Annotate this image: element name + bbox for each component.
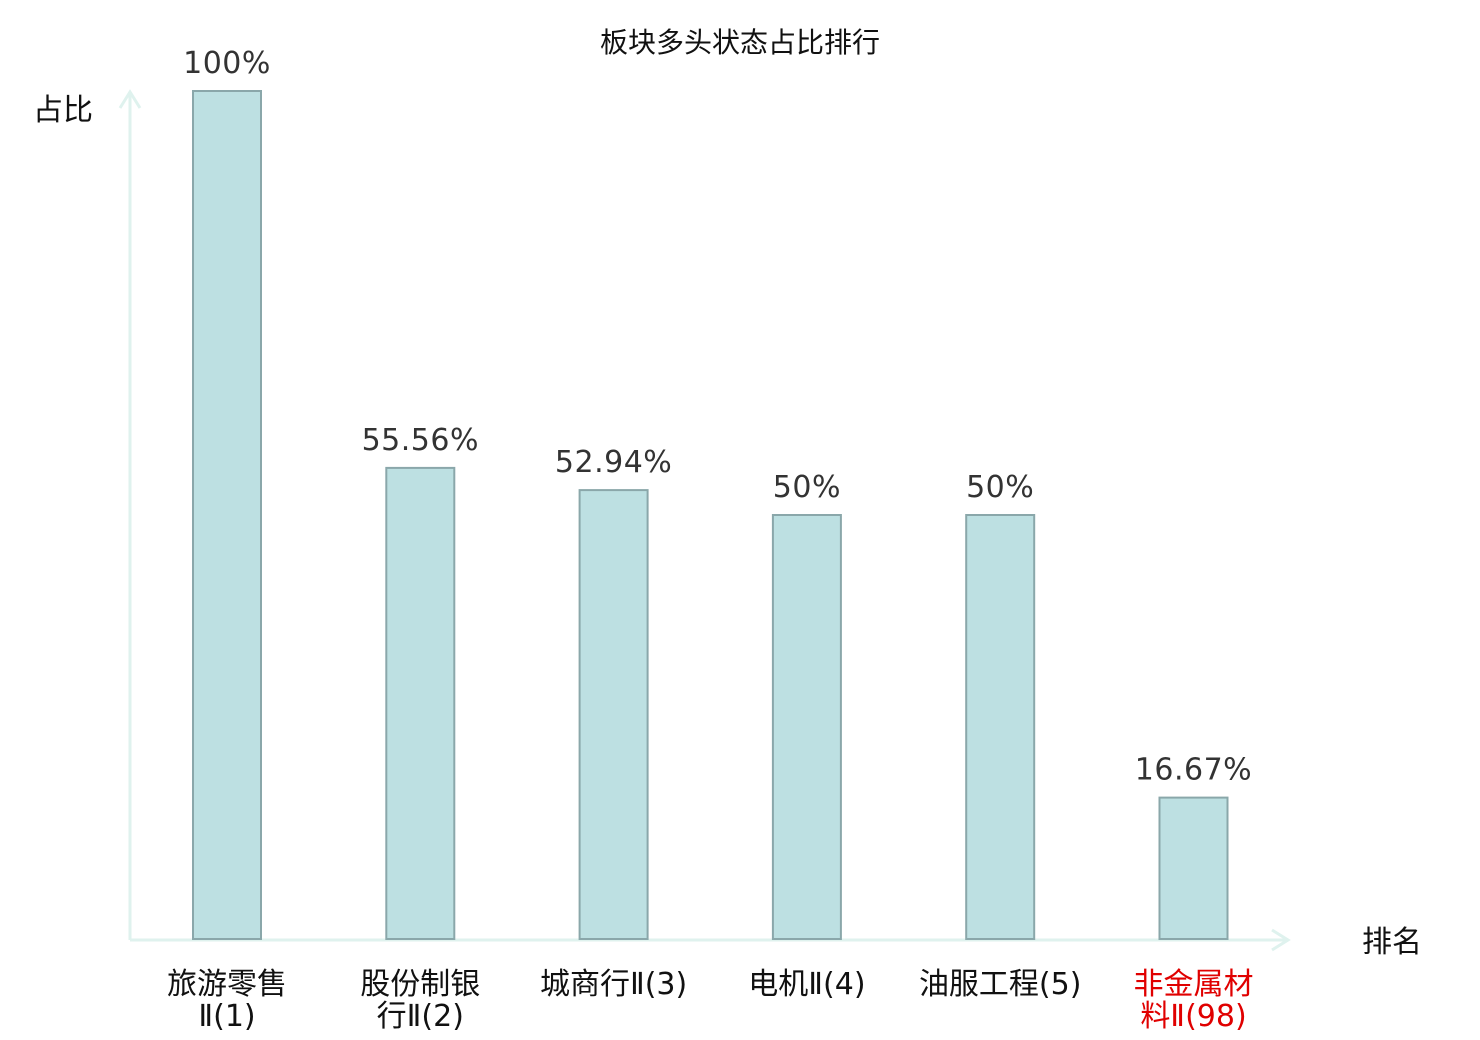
bars-group <box>192 90 1229 940</box>
x-axis-label: 排名 <box>1362 925 1422 960</box>
bar-1 <box>192 90 262 940</box>
category-label-line: 非金属材 <box>1134 967 1254 1002</box>
value-label-2: 55.56% <box>362 423 479 458</box>
value-label-6: 16.67% <box>1135 753 1252 788</box>
category-label-2: 股份制银行Ⅱ(2) <box>360 967 480 1034</box>
value-labels-group: 100% 55.56% 52.94% 50% 50% 16.67% <box>183 46 1252 788</box>
category-label-4: 电机Ⅱ(4) <box>748 967 865 1002</box>
value-label-4: 50% <box>773 470 841 505</box>
category-label-5: 油服工程(5) <box>919 967 1082 1002</box>
chart-title: 板块多头状态占比排行 <box>600 26 880 59</box>
value-label-1: 100% <box>183 46 271 81</box>
y-axis-label: 占比 <box>33 93 93 128</box>
category-label-line: Ⅱ(1) <box>198 999 255 1034</box>
bar-6 <box>1158 796 1229 940</box>
x-axis-arrow <box>1271 928 1291 952</box>
category-label-line: 料Ⅱ(98) <box>1140 999 1246 1034</box>
category-label-line: 城商行Ⅱ(3) <box>540 967 687 1002</box>
category-label-line: 油服工程(5) <box>919 967 1082 1002</box>
category-label-line: 旅游零售 <box>167 967 287 1002</box>
bar-5 <box>965 514 1036 940</box>
y-axis-arrow <box>118 89 142 109</box>
bar-2 <box>385 466 456 940</box>
category-labels-group: 旅游零售 Ⅱ(1) 股份制银行Ⅱ(2) 城商行Ⅱ(3) 电机Ⅱ(4) 油服工程(5) 非金属… <box>167 967 1254 1034</box>
value-label-5: 50% <box>966 470 1034 505</box>
bar-4 <box>771 514 842 940</box>
value-label-3: 52.94% <box>555 445 672 480</box>
axes <box>118 89 1291 952</box>
bar-3 <box>578 489 649 940</box>
category-label-line: 行Ⅱ(2) <box>377 999 464 1034</box>
category-label-3: 城商行Ⅱ(3) <box>540 967 687 1002</box>
category-label-6: 非金属材料Ⅱ(98) <box>1134 967 1254 1034</box>
category-label-line: 股份制银 <box>360 967 480 1002</box>
category-label-1: 旅游零售 Ⅱ(1) <box>167 967 287 1034</box>
category-label-line: 电机Ⅱ(4) <box>748 967 865 1002</box>
